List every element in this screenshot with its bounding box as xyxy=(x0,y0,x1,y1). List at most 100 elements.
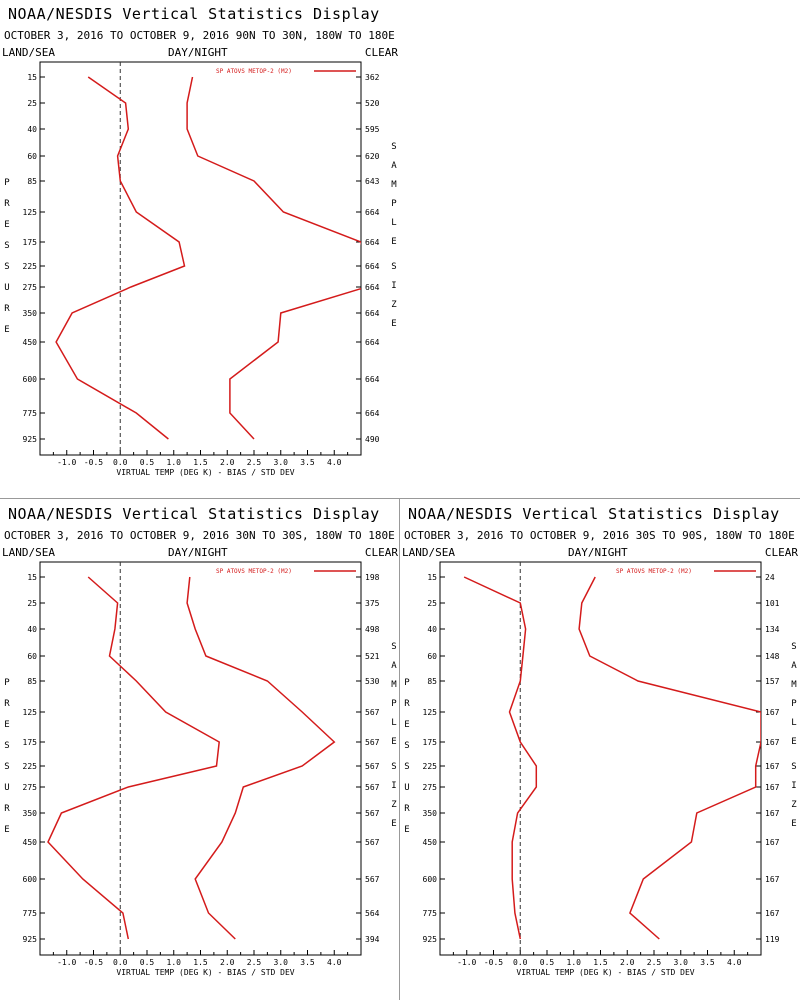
x-tick-label: 0.5 xyxy=(140,958,155,967)
chart-title: NOAA/NESDIS Vertical Statistics Display xyxy=(408,505,780,523)
x-tick-label: 4.0 xyxy=(327,458,342,467)
pressure-axis-letter: S xyxy=(404,741,409,751)
land-sea-label: LAND/SEA xyxy=(2,546,55,559)
pressure-level-label: 450 xyxy=(23,838,38,847)
x-tick-label: 3.5 xyxy=(700,958,715,967)
x-tick-label: 1.5 xyxy=(193,458,208,467)
sample-axis-letter: M xyxy=(791,680,797,690)
pressure-axis-letter: R xyxy=(4,199,10,209)
x-tick-label: 1.0 xyxy=(567,958,582,967)
empty-panel xyxy=(400,0,800,500)
sample-axis-letter: L xyxy=(791,718,796,728)
sample-size-label: 664 xyxy=(365,338,380,347)
horizontal-divider xyxy=(0,498,800,499)
x-tick-label: 1.0 xyxy=(167,458,182,467)
pressure-axis-letter: E xyxy=(4,825,9,835)
sample-axis-letter: Z xyxy=(391,300,397,310)
x-tick-label: 2.0 xyxy=(620,958,635,967)
pressure-axis-letter: U xyxy=(404,783,409,793)
x-tick-label: 3.5 xyxy=(300,958,315,967)
x-tick-label: 0.0 xyxy=(513,958,528,967)
x-tick-label: -1.0 xyxy=(57,458,76,467)
pressure-level-label: 600 xyxy=(423,875,438,884)
day-night-label: DAY/NIGHT xyxy=(568,546,628,559)
pressure-level-label: 275 xyxy=(23,783,38,792)
x-tick-label: 0.5 xyxy=(540,958,555,967)
pressure-level-label: 600 xyxy=(23,375,38,384)
sample-axis-letter: Z xyxy=(791,800,797,810)
clear-label: CLEAR xyxy=(364,546,398,559)
pressure-axis-letter: E xyxy=(4,220,9,230)
sample-axis-letter: L xyxy=(391,218,396,228)
pressure-axis-letter: R xyxy=(404,804,410,814)
pressure-level-label: 450 xyxy=(423,838,438,847)
sample-size-label: 664 xyxy=(365,309,380,318)
pressure-level-label: 125 xyxy=(23,208,38,217)
pressure-level-label: 85 xyxy=(27,177,37,186)
x-tick-label: 2.5 xyxy=(247,458,262,467)
chart-panel-north: NOAA/NESDIS Vertical Statistics Display … xyxy=(0,0,400,500)
pressure-axis-letter: R xyxy=(4,699,10,709)
pressure-level-label: 225 xyxy=(23,762,38,771)
pressure-level-label: 175 xyxy=(23,238,38,247)
pressure-level-label: 25 xyxy=(27,99,37,108)
x-tick-label: 3.0 xyxy=(274,958,289,967)
sample-size-label: 167 xyxy=(765,809,780,818)
sample-axis-letter: S xyxy=(791,762,796,772)
pressure-axis-letter: S xyxy=(4,762,9,772)
bias-line xyxy=(463,576,538,940)
pressure-axis-letter: S xyxy=(404,762,409,772)
pressure-level-label: 775 xyxy=(23,909,38,918)
sample-axis-letter: I xyxy=(391,281,396,291)
sample-size-label: 362 xyxy=(365,73,380,82)
sample-size-label: 498 xyxy=(365,625,380,634)
sample-size-label: 198 xyxy=(365,573,380,582)
sample-size-label: 167 xyxy=(765,875,780,884)
bias-line xyxy=(55,76,186,440)
pressure-axis-letter: E xyxy=(404,720,409,730)
sample-axis-letter: E xyxy=(791,737,796,747)
pressure-level-label: 15 xyxy=(27,573,37,582)
pressure-axis-letter: E xyxy=(4,720,9,730)
sample-size-label: 567 xyxy=(365,783,380,792)
pressure-level-label: 925 xyxy=(23,935,38,944)
chart-subtitle: OCTOBER 3, 2016 TO OCTOBER 9, 2016 30N T… xyxy=(4,529,395,542)
sample-size-label: 520 xyxy=(365,99,380,108)
sample-size-label: 664 xyxy=(365,262,380,271)
sample-axis-letter: S xyxy=(791,642,796,652)
sample-size-label: 167 xyxy=(765,762,780,771)
chart-panel-south: NOAA/NESDIS Vertical Statistics Display … xyxy=(400,500,800,1000)
pressure-level-label: 85 xyxy=(427,677,437,686)
sample-axis-letter: I xyxy=(391,781,396,791)
pressure-level-label: 60 xyxy=(27,152,37,161)
sample-size-label: 567 xyxy=(365,809,380,818)
pressure-axis-letter: S xyxy=(4,741,9,751)
pressure-level-label: 275 xyxy=(23,283,38,292)
sample-size-label: 134 xyxy=(765,625,780,634)
pressure-level-label: 15 xyxy=(27,73,37,82)
x-tick-label: -1.0 xyxy=(457,958,476,967)
pressure-level-label: 600 xyxy=(23,875,38,884)
sample-axis-letter: E xyxy=(391,737,396,747)
x-tick-label: -1.0 xyxy=(57,958,76,967)
x-tick-label: -0.5 xyxy=(84,458,103,467)
pressure-axis-letter: P xyxy=(4,178,10,188)
pressure-axis-letter: E xyxy=(4,325,9,335)
land-sea-label: LAND/SEA xyxy=(2,46,55,59)
x-tick-label: 4.0 xyxy=(727,958,742,967)
pressure-level-label: 350 xyxy=(23,809,38,818)
pressure-axis-letter: R xyxy=(4,804,10,814)
sample-size-label: 643 xyxy=(365,177,380,186)
pressure-axis-letter: R xyxy=(404,699,410,709)
sample-axis-letter: P xyxy=(791,699,797,709)
pressure-level-label: 275 xyxy=(423,783,438,792)
chart-subtitle: OCTOBER 3, 2016 TO OCTOBER 9, 2016 90N T… xyxy=(4,29,395,42)
x-tick-label: -0.5 xyxy=(484,958,503,967)
legend-label: SP ATOVS METOP-2 (M2) xyxy=(216,568,292,575)
plot-area: -1.0 -0.5 0.0 0.5 1.0 1.5 2.0 2.5 3.0 3.5 4.0 15 198… xyxy=(4,561,397,977)
sample-size-label: 521 xyxy=(365,652,380,661)
pressure-axis-letter: P xyxy=(4,678,10,688)
sample-axis-letter: I xyxy=(791,781,796,791)
x-tick-label: 2.0 xyxy=(220,958,235,967)
chart-panel-tropics: NOAA/NESDIS Vertical Statistics Display … xyxy=(0,500,400,1000)
